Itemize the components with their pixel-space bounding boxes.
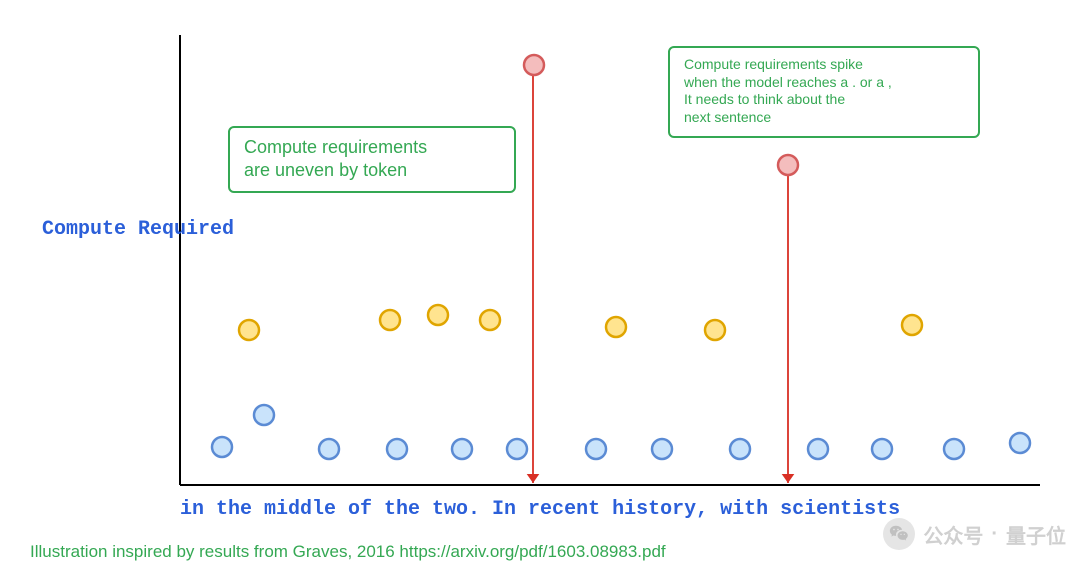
- point-blue-4: [387, 439, 407, 459]
- point-blue-21: [1010, 433, 1030, 453]
- arrow-head-0: [527, 474, 540, 483]
- callout1-line1: Compute requirements: [244, 136, 500, 159]
- watermark: 公众号 · 量子位: [883, 518, 1066, 550]
- point-blue-20: [944, 439, 964, 459]
- wm-label: 公众号: [923, 520, 983, 549]
- point-blue-7: [452, 439, 472, 459]
- wm-dot: ·: [991, 523, 998, 546]
- callout1-line2: are uneven by token: [244, 159, 500, 182]
- point-blue-11: [586, 439, 606, 459]
- point-blue-15: [730, 439, 750, 459]
- point-red-10: [524, 55, 544, 75]
- caption-text: Illustration inspired by results from Gr…: [30, 542, 666, 562]
- point-yellow-19: [902, 315, 922, 335]
- ylabel-line1: Compute: [42, 218, 126, 241]
- callout-spike: Compute requirements spike when the mode…: [668, 46, 980, 138]
- point-blue-17: [808, 439, 828, 459]
- point-blue-13: [652, 439, 672, 459]
- point-blue-18: [872, 439, 892, 459]
- y-axis-label: Compute Required: [42, 218, 234, 241]
- point-yellow-2: [239, 320, 259, 340]
- callout2-line2: when the model reaches a . or a ,: [684, 74, 964, 92]
- point-blue-1: [254, 405, 274, 425]
- wechat-icon-svg: [888, 523, 910, 545]
- wechat-icon: [883, 518, 915, 550]
- point-blue-0: [212, 437, 232, 457]
- point-yellow-12: [606, 317, 626, 337]
- callout2-line3: It needs to think about the: [684, 91, 964, 109]
- wm-name: 量子位: [1006, 520, 1066, 549]
- callout-uneven: Compute requirements are uneven by token: [228, 126, 516, 193]
- x-axis-tokens: in the middle of the two. In recent hist…: [180, 498, 900, 521]
- callout2-line4: next sentence: [684, 109, 964, 127]
- callout2-line1: Compute requirements spike: [684, 56, 964, 74]
- arrow-head-1: [782, 474, 795, 483]
- point-yellow-6: [428, 305, 448, 325]
- point-yellow-8: [480, 310, 500, 330]
- point-blue-3: [319, 439, 339, 459]
- point-red-16: [778, 155, 798, 175]
- ylabel-line2: Required: [138, 218, 234, 241]
- point-yellow-5: [380, 310, 400, 330]
- point-yellow-14: [705, 320, 725, 340]
- point-blue-9: [507, 439, 527, 459]
